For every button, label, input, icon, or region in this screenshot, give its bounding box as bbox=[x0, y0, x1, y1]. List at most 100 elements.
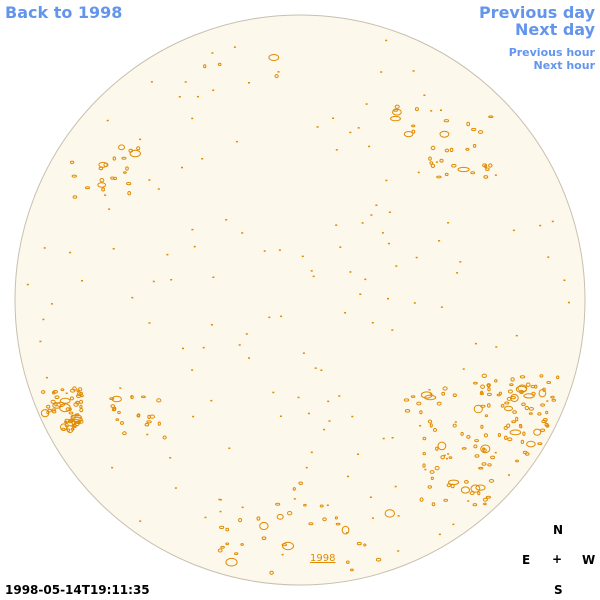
contour-speck bbox=[210, 399, 213, 402]
contour-mark bbox=[120, 421, 124, 425]
contour-mark bbox=[551, 398, 557, 402]
contour-mark bbox=[136, 146, 141, 151]
contour-mark bbox=[269, 570, 274, 575]
contour-mark bbox=[432, 428, 438, 432]
contour-mark bbox=[515, 385, 528, 393]
contour-speck bbox=[443, 454, 446, 457]
contour-mark bbox=[403, 131, 414, 138]
contour-mark bbox=[429, 423, 433, 428]
contour-mark bbox=[118, 144, 125, 151]
contour-mark bbox=[203, 64, 207, 69]
contour-mark bbox=[470, 484, 481, 493]
contour-mark bbox=[472, 503, 478, 507]
contour-mark bbox=[460, 431, 464, 436]
contour-speck bbox=[335, 149, 338, 151]
contour-speck bbox=[339, 246, 342, 248]
contour-speck bbox=[302, 352, 305, 354]
contour-mark bbox=[510, 377, 515, 382]
contour-mark bbox=[98, 161, 108, 168]
contour-mark bbox=[225, 557, 238, 567]
contour-speck bbox=[387, 297, 389, 300]
contour-mark bbox=[523, 393, 535, 399]
contour-mark bbox=[403, 398, 410, 402]
contour-mark bbox=[217, 62, 222, 67]
contour-speck bbox=[210, 324, 213, 326]
contour-mark bbox=[61, 427, 66, 431]
contour-speck bbox=[272, 391, 275, 394]
contour-mark bbox=[488, 163, 493, 168]
contour-mark bbox=[46, 410, 50, 415]
contour-mark bbox=[525, 382, 531, 387]
contour-mark bbox=[125, 166, 129, 171]
contour-speck bbox=[148, 179, 151, 181]
contour-speck bbox=[225, 219, 228, 221]
contour-speck bbox=[201, 158, 204, 160]
previous-hour-link[interactable]: Previous hour bbox=[508, 46, 595, 59]
contour-mark bbox=[439, 130, 450, 138]
contour-speck bbox=[495, 346, 498, 348]
contour-mark bbox=[512, 410, 517, 414]
contour-speck bbox=[43, 247, 46, 249]
contour-mark bbox=[375, 557, 382, 562]
contour-mark bbox=[488, 479, 495, 483]
contour-mark bbox=[427, 485, 432, 489]
contour-mark bbox=[511, 420, 516, 424]
contour-speck bbox=[235, 140, 238, 143]
contour-mark bbox=[434, 465, 440, 471]
contour-speck bbox=[316, 126, 319, 128]
compass-center: + bbox=[552, 552, 563, 566]
contour-speck bbox=[119, 387, 122, 389]
contour-mark bbox=[220, 545, 225, 549]
contour-speck bbox=[45, 376, 48, 379]
contour-mark bbox=[75, 420, 81, 424]
contour-speck bbox=[413, 302, 416, 304]
compass-west: W bbox=[582, 553, 596, 567]
next-hour-link[interactable]: Next hour bbox=[533, 59, 596, 72]
next-day-link[interactable]: Next day bbox=[515, 20, 595, 39]
contour-speck bbox=[388, 211, 391, 213]
contour-mark bbox=[537, 412, 542, 416]
contour-mark bbox=[464, 480, 469, 484]
contour-mark bbox=[303, 503, 307, 507]
contour-speck bbox=[307, 412, 310, 415]
contour-speck bbox=[546, 400, 549, 402]
contour-mark bbox=[162, 435, 167, 440]
contour-speck bbox=[181, 166, 183, 169]
contour-speck bbox=[349, 271, 352, 273]
contour-speck bbox=[26, 283, 29, 286]
contour-speck bbox=[397, 550, 400, 552]
contour-mark bbox=[449, 147, 454, 153]
contour-speck bbox=[312, 275, 315, 278]
contour-mark bbox=[416, 401, 422, 406]
contour-mark bbox=[225, 542, 230, 546]
contour-speck bbox=[39, 340, 42, 343]
contour-mark bbox=[126, 182, 132, 186]
previous-day-link[interactable]: Previous day bbox=[478, 3, 595, 22]
contour-speck bbox=[326, 504, 329, 506]
back-to-year-link[interactable]: Back to 1998 bbox=[5, 3, 123, 22]
contour-mark bbox=[68, 411, 74, 415]
contour-mark bbox=[282, 541, 294, 551]
contour-speck bbox=[347, 475, 349, 478]
magnetogram-contours bbox=[26, 39, 570, 575]
contour-speck bbox=[551, 220, 554, 223]
contour-speck bbox=[191, 228, 194, 231]
contour-mark bbox=[149, 414, 156, 419]
contour-mark bbox=[486, 384, 491, 388]
contour-speck bbox=[293, 498, 296, 500]
contour-mark bbox=[281, 543, 287, 547]
contour-mark bbox=[50, 399, 56, 404]
contour-speck bbox=[438, 240, 441, 242]
contour-mark bbox=[268, 54, 280, 61]
contour-speck bbox=[328, 420, 331, 422]
contour-mark bbox=[483, 175, 489, 179]
contour-mark bbox=[411, 129, 416, 134]
contour-mark bbox=[404, 409, 411, 413]
year-link[interactable]: 1998 bbox=[310, 553, 336, 564]
contour-mark bbox=[117, 410, 121, 415]
contour-mark bbox=[84, 186, 91, 190]
contour-mark bbox=[140, 395, 146, 399]
contour-speck bbox=[494, 451, 497, 454]
contour-speck bbox=[314, 367, 317, 369]
contour-speck bbox=[456, 272, 459, 274]
